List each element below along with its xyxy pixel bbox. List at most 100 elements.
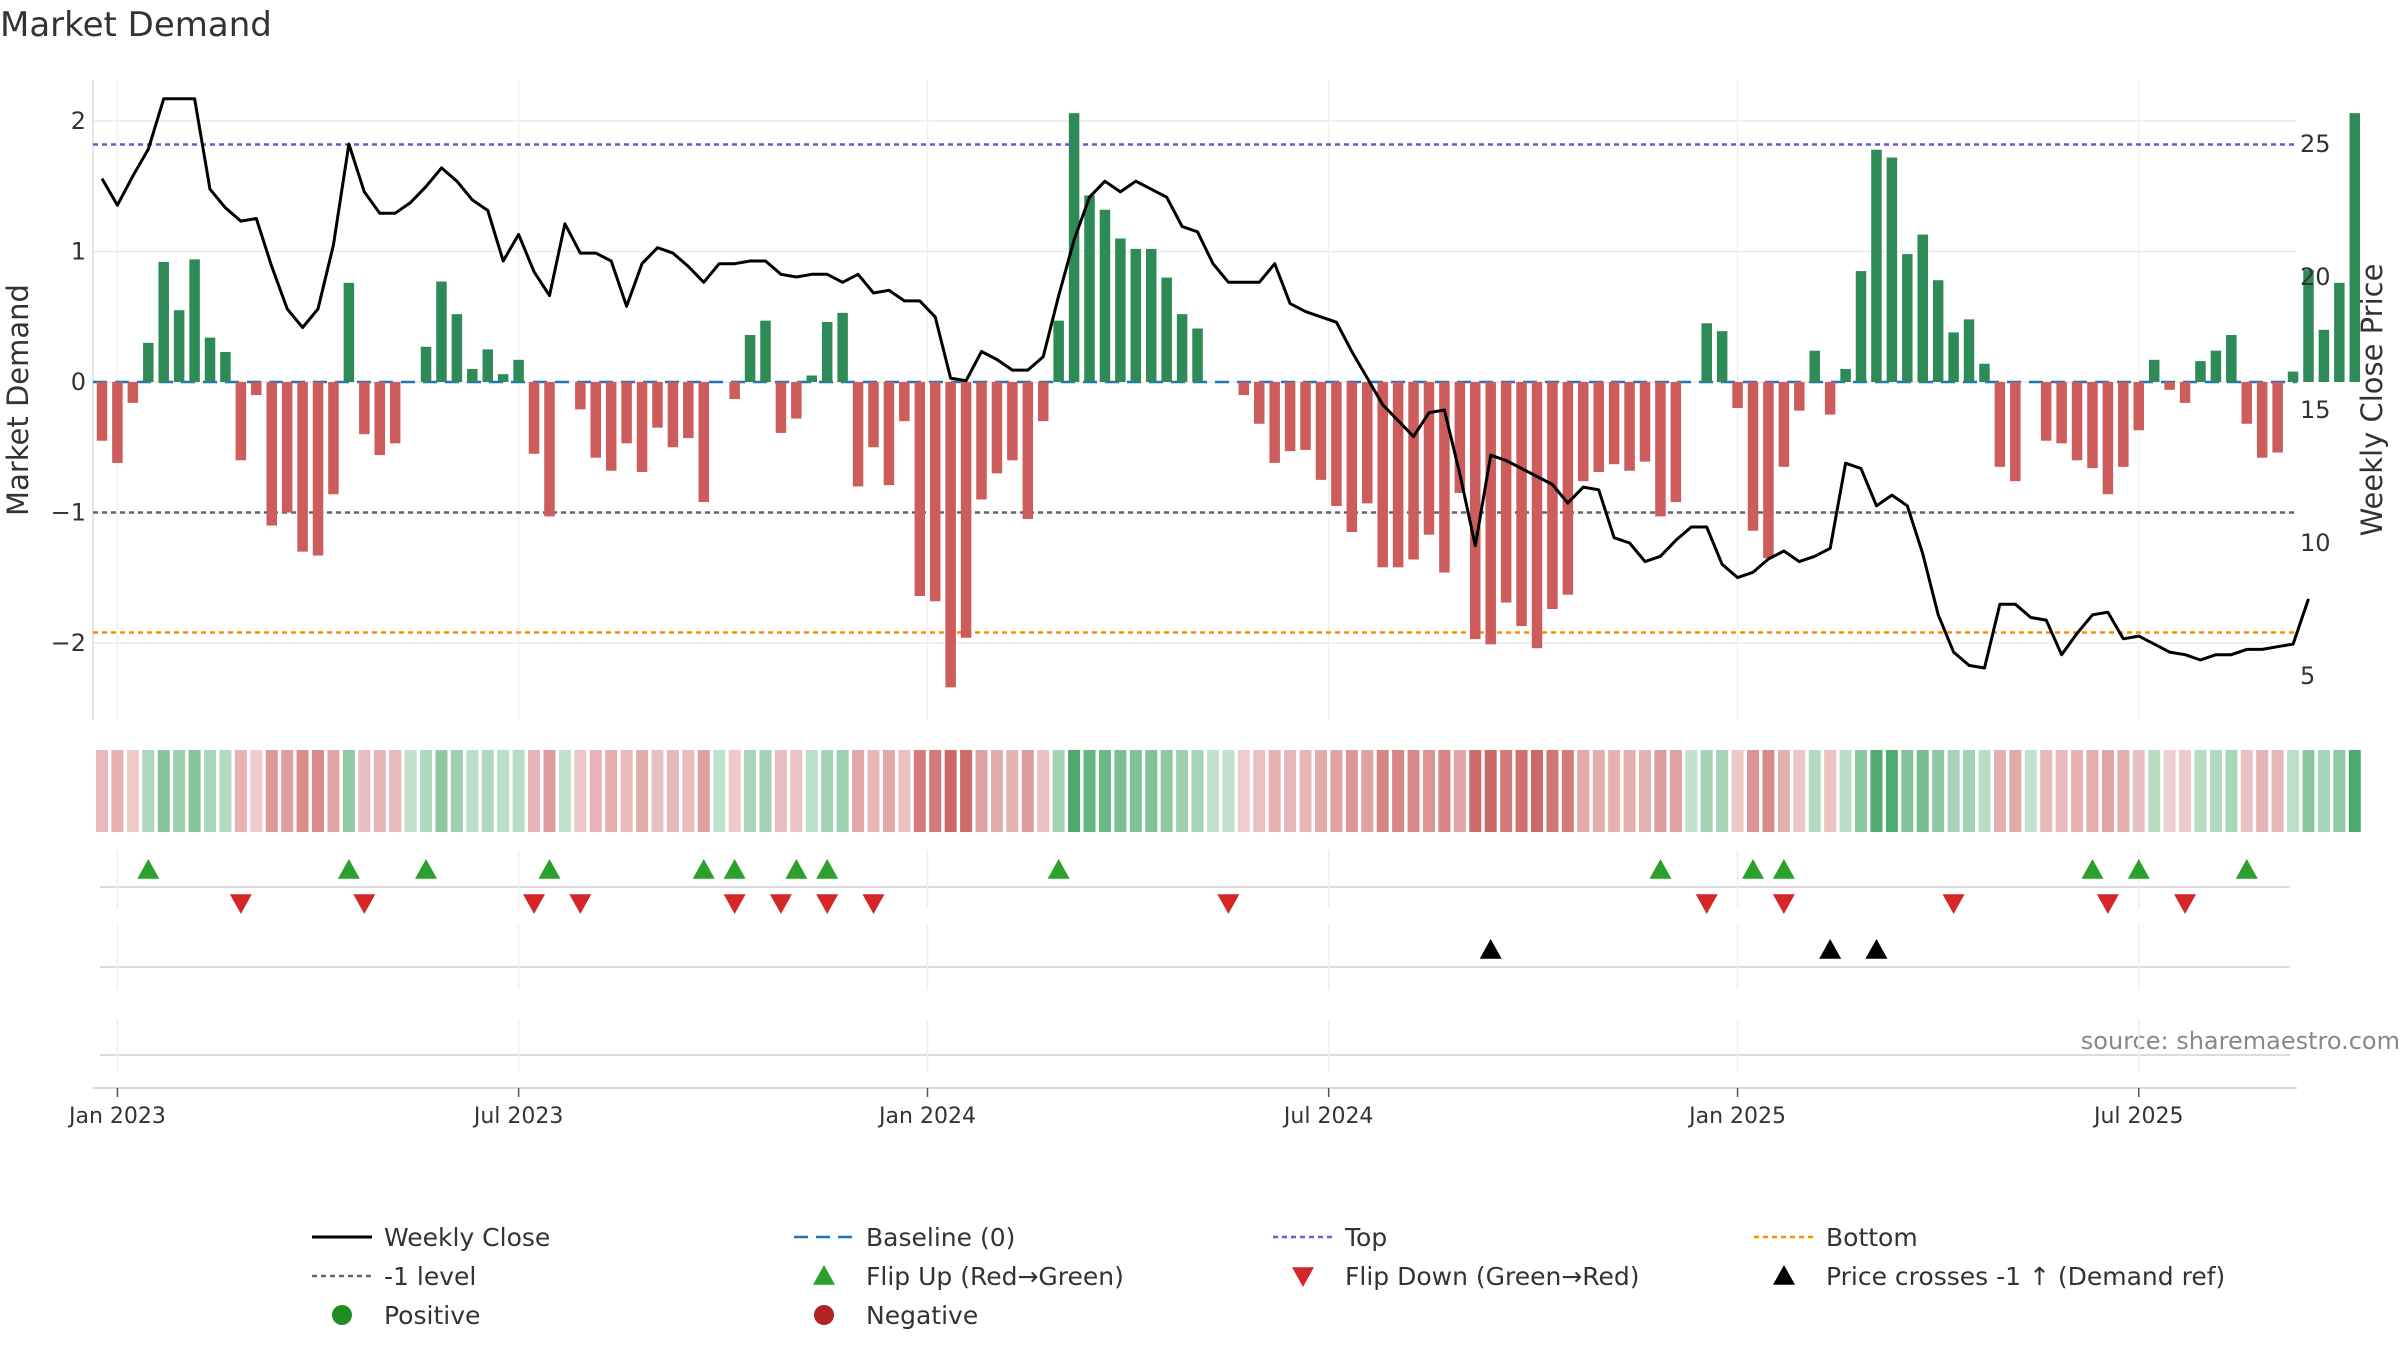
x-tick-label: Jul 2024 bbox=[1282, 1104, 1374, 1129]
heat-cell bbox=[312, 750, 325, 832]
heat-cell bbox=[1021, 750, 1034, 832]
weekly-close-path bbox=[100, 97, 2310, 670]
legend-swatch bbox=[1773, 1265, 1795, 1285]
demand-bar bbox=[436, 281, 447, 382]
demand-bar bbox=[960, 382, 972, 638]
heat-cell bbox=[281, 750, 294, 832]
source-note: source: sharemaestro.com bbox=[2081, 1027, 2400, 1055]
demand-bar bbox=[1855, 271, 1867, 382]
heat-cell bbox=[975, 750, 988, 832]
heat-cell bbox=[2040, 750, 2053, 832]
heat-cell bbox=[111, 750, 124, 832]
demand-bar bbox=[1809, 350, 1820, 382]
heat-cell bbox=[481, 750, 494, 832]
demand-bar bbox=[1732, 382, 1743, 409]
heat-cell bbox=[1376, 750, 1389, 832]
heat-cell bbox=[666, 750, 679, 832]
heat-cell bbox=[929, 750, 942, 832]
heat-cell bbox=[636, 750, 649, 832]
grid-layer bbox=[92, 80, 2297, 720]
demand-bar bbox=[945, 382, 956, 688]
heat-cell bbox=[852, 750, 865, 832]
demand-bar bbox=[667, 382, 679, 448]
demand-bar bbox=[2241, 382, 2253, 424]
demand-bar bbox=[621, 382, 632, 444]
demand-bar bbox=[266, 382, 277, 526]
flip-up-marker bbox=[415, 859, 438, 879]
demand-bar bbox=[760, 320, 771, 382]
demand-bar bbox=[1655, 382, 1666, 517]
heat-cell bbox=[1916, 750, 1929, 832]
demand-bar bbox=[976, 382, 987, 500]
heat-cell bbox=[2317, 750, 2330, 832]
heat-cell bbox=[250, 750, 263, 832]
demand-bar bbox=[1593, 382, 1604, 473]
heat-cell bbox=[188, 750, 201, 832]
demand-bar bbox=[1084, 195, 1095, 382]
heat-cell bbox=[913, 750, 926, 832]
heat-cell bbox=[1993, 750, 2006, 832]
demand-bar bbox=[1439, 382, 1450, 573]
heat-cell bbox=[1484, 750, 1497, 832]
heat-cell bbox=[373, 750, 386, 832]
demand-bar bbox=[544, 382, 555, 517]
demand-bar bbox=[575, 382, 586, 410]
heat-cell bbox=[1438, 750, 1451, 832]
heat-cell bbox=[1469, 750, 1482, 832]
heat-cell bbox=[2302, 750, 2315, 832]
heat-cell bbox=[1639, 750, 1651, 832]
legend-label-flip-down-green-red: Flip Down (Green→Red) bbox=[1345, 1262, 1640, 1291]
heat-cell bbox=[898, 750, 911, 832]
demand-bar bbox=[312, 382, 324, 556]
flip-down-marker bbox=[523, 894, 546, 914]
heat-cell bbox=[2240, 750, 2253, 832]
demand-bar bbox=[112, 382, 123, 463]
flip-down-marker bbox=[1772, 894, 1795, 914]
heat-cell bbox=[466, 750, 479, 832]
heat-cell bbox=[2101, 750, 2114, 832]
demand-bar bbox=[251, 382, 262, 396]
legend-label-positive: Positive bbox=[384, 1301, 480, 1330]
demand-bar bbox=[698, 382, 710, 503]
demand-bar bbox=[143, 342, 154, 382]
signal-markers bbox=[137, 859, 2258, 959]
demand-bar bbox=[1392, 382, 1404, 568]
y-tick-label: 1 bbox=[71, 238, 86, 266]
legend-swatch bbox=[332, 1305, 352, 1325]
heat-cell bbox=[96, 750, 108, 832]
x-axis: Jan 2023 Jul 2023 Jan 2024 Jul 2024 Jan 2025… bbox=[67, 1088, 2184, 1129]
flip-down-marker bbox=[723, 894, 746, 914]
flip-down-marker bbox=[1695, 894, 1718, 914]
x-tick-label: Jan 2024 bbox=[877, 1104, 976, 1129]
demand-bar bbox=[683, 382, 694, 439]
flip-up-marker bbox=[2081, 859, 2104, 879]
demand-bar bbox=[1824, 382, 1836, 415]
demand-bar bbox=[1948, 332, 1959, 382]
demand-bar bbox=[1963, 319, 1975, 382]
flip-up-marker bbox=[538, 859, 561, 879]
demand-bar bbox=[1161, 277, 1172, 382]
heat-cell bbox=[1361, 750, 1374, 832]
demand-bar bbox=[991, 382, 1003, 474]
heat-cell bbox=[1237, 750, 1250, 832]
heat-cell bbox=[435, 750, 448, 832]
x-tick-label: Jul 2025 bbox=[2092, 1104, 2184, 1129]
demand-bar bbox=[1145, 248, 1157, 382]
heat-cell bbox=[2055, 750, 2068, 832]
heat-cell bbox=[867, 750, 880, 832]
demand-bar bbox=[528, 382, 540, 454]
demand-bar bbox=[451, 314, 463, 382]
heat-cell bbox=[2024, 750, 2037, 832]
demand-bar bbox=[467, 368, 478, 382]
heat-cell bbox=[836, 750, 849, 832]
heat-cell bbox=[1793, 750, 1806, 832]
demand-bar bbox=[2164, 382, 2175, 390]
legend-swatch bbox=[813, 1265, 835, 1285]
heat-cell bbox=[821, 750, 834, 832]
flip-up-marker bbox=[692, 859, 715, 879]
heat-cell bbox=[1345, 750, 1358, 832]
heat-cell bbox=[605, 750, 618, 832]
demand-bar bbox=[173, 310, 185, 382]
weekly-close-line bbox=[100, 97, 2310, 670]
